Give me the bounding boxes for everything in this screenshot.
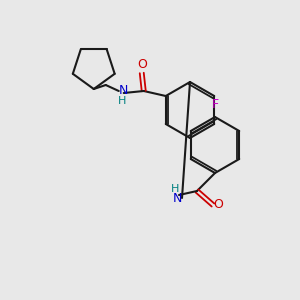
Text: H: H <box>171 184 179 194</box>
Text: F: F <box>212 98 219 112</box>
Text: O: O <box>137 58 147 71</box>
Text: H: H <box>118 96 126 106</box>
Text: O: O <box>213 199 223 212</box>
Text: N: N <box>172 191 182 205</box>
Text: N: N <box>119 85 128 98</box>
